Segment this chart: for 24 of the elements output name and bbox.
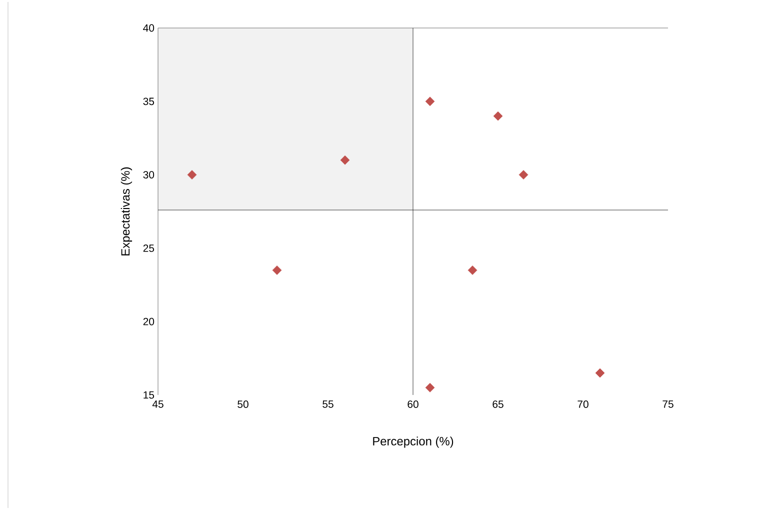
y-tick-label: 35 <box>143 98 154 106</box>
y-tick-label: 15 <box>144 391 154 399</box>
y-tick-label: 30 <box>143 171 154 178</box>
x-tick-label: 55 <box>322 400 334 408</box>
point <box>187 170 197 180</box>
point <box>340 155 350 165</box>
y-axis-title: Expectativas (%) <box>120 167 132 256</box>
x-tick-label: 70 <box>578 400 588 408</box>
y-tick-label: 40 <box>143 24 154 32</box>
point <box>425 96 435 106</box>
x-tick-label: 50 <box>238 400 248 408</box>
point <box>493 111 503 121</box>
y-tick-label: 20 <box>143 318 154 326</box>
point <box>518 170 528 180</box>
x-axis-title: Percepcion (%) <box>373 436 454 448</box>
x-tick-label: 45 <box>152 400 164 408</box>
point <box>595 368 605 378</box>
x-tick-label: 60 <box>408 400 418 408</box>
x-tick-label: 65 <box>492 400 504 408</box>
point <box>272 266 282 275</box>
point <box>425 382 435 392</box>
point <box>468 266 478 275</box>
x-tick-label: 75 <box>662 400 674 408</box>
y-tick-label: 25 <box>143 244 154 252</box>
